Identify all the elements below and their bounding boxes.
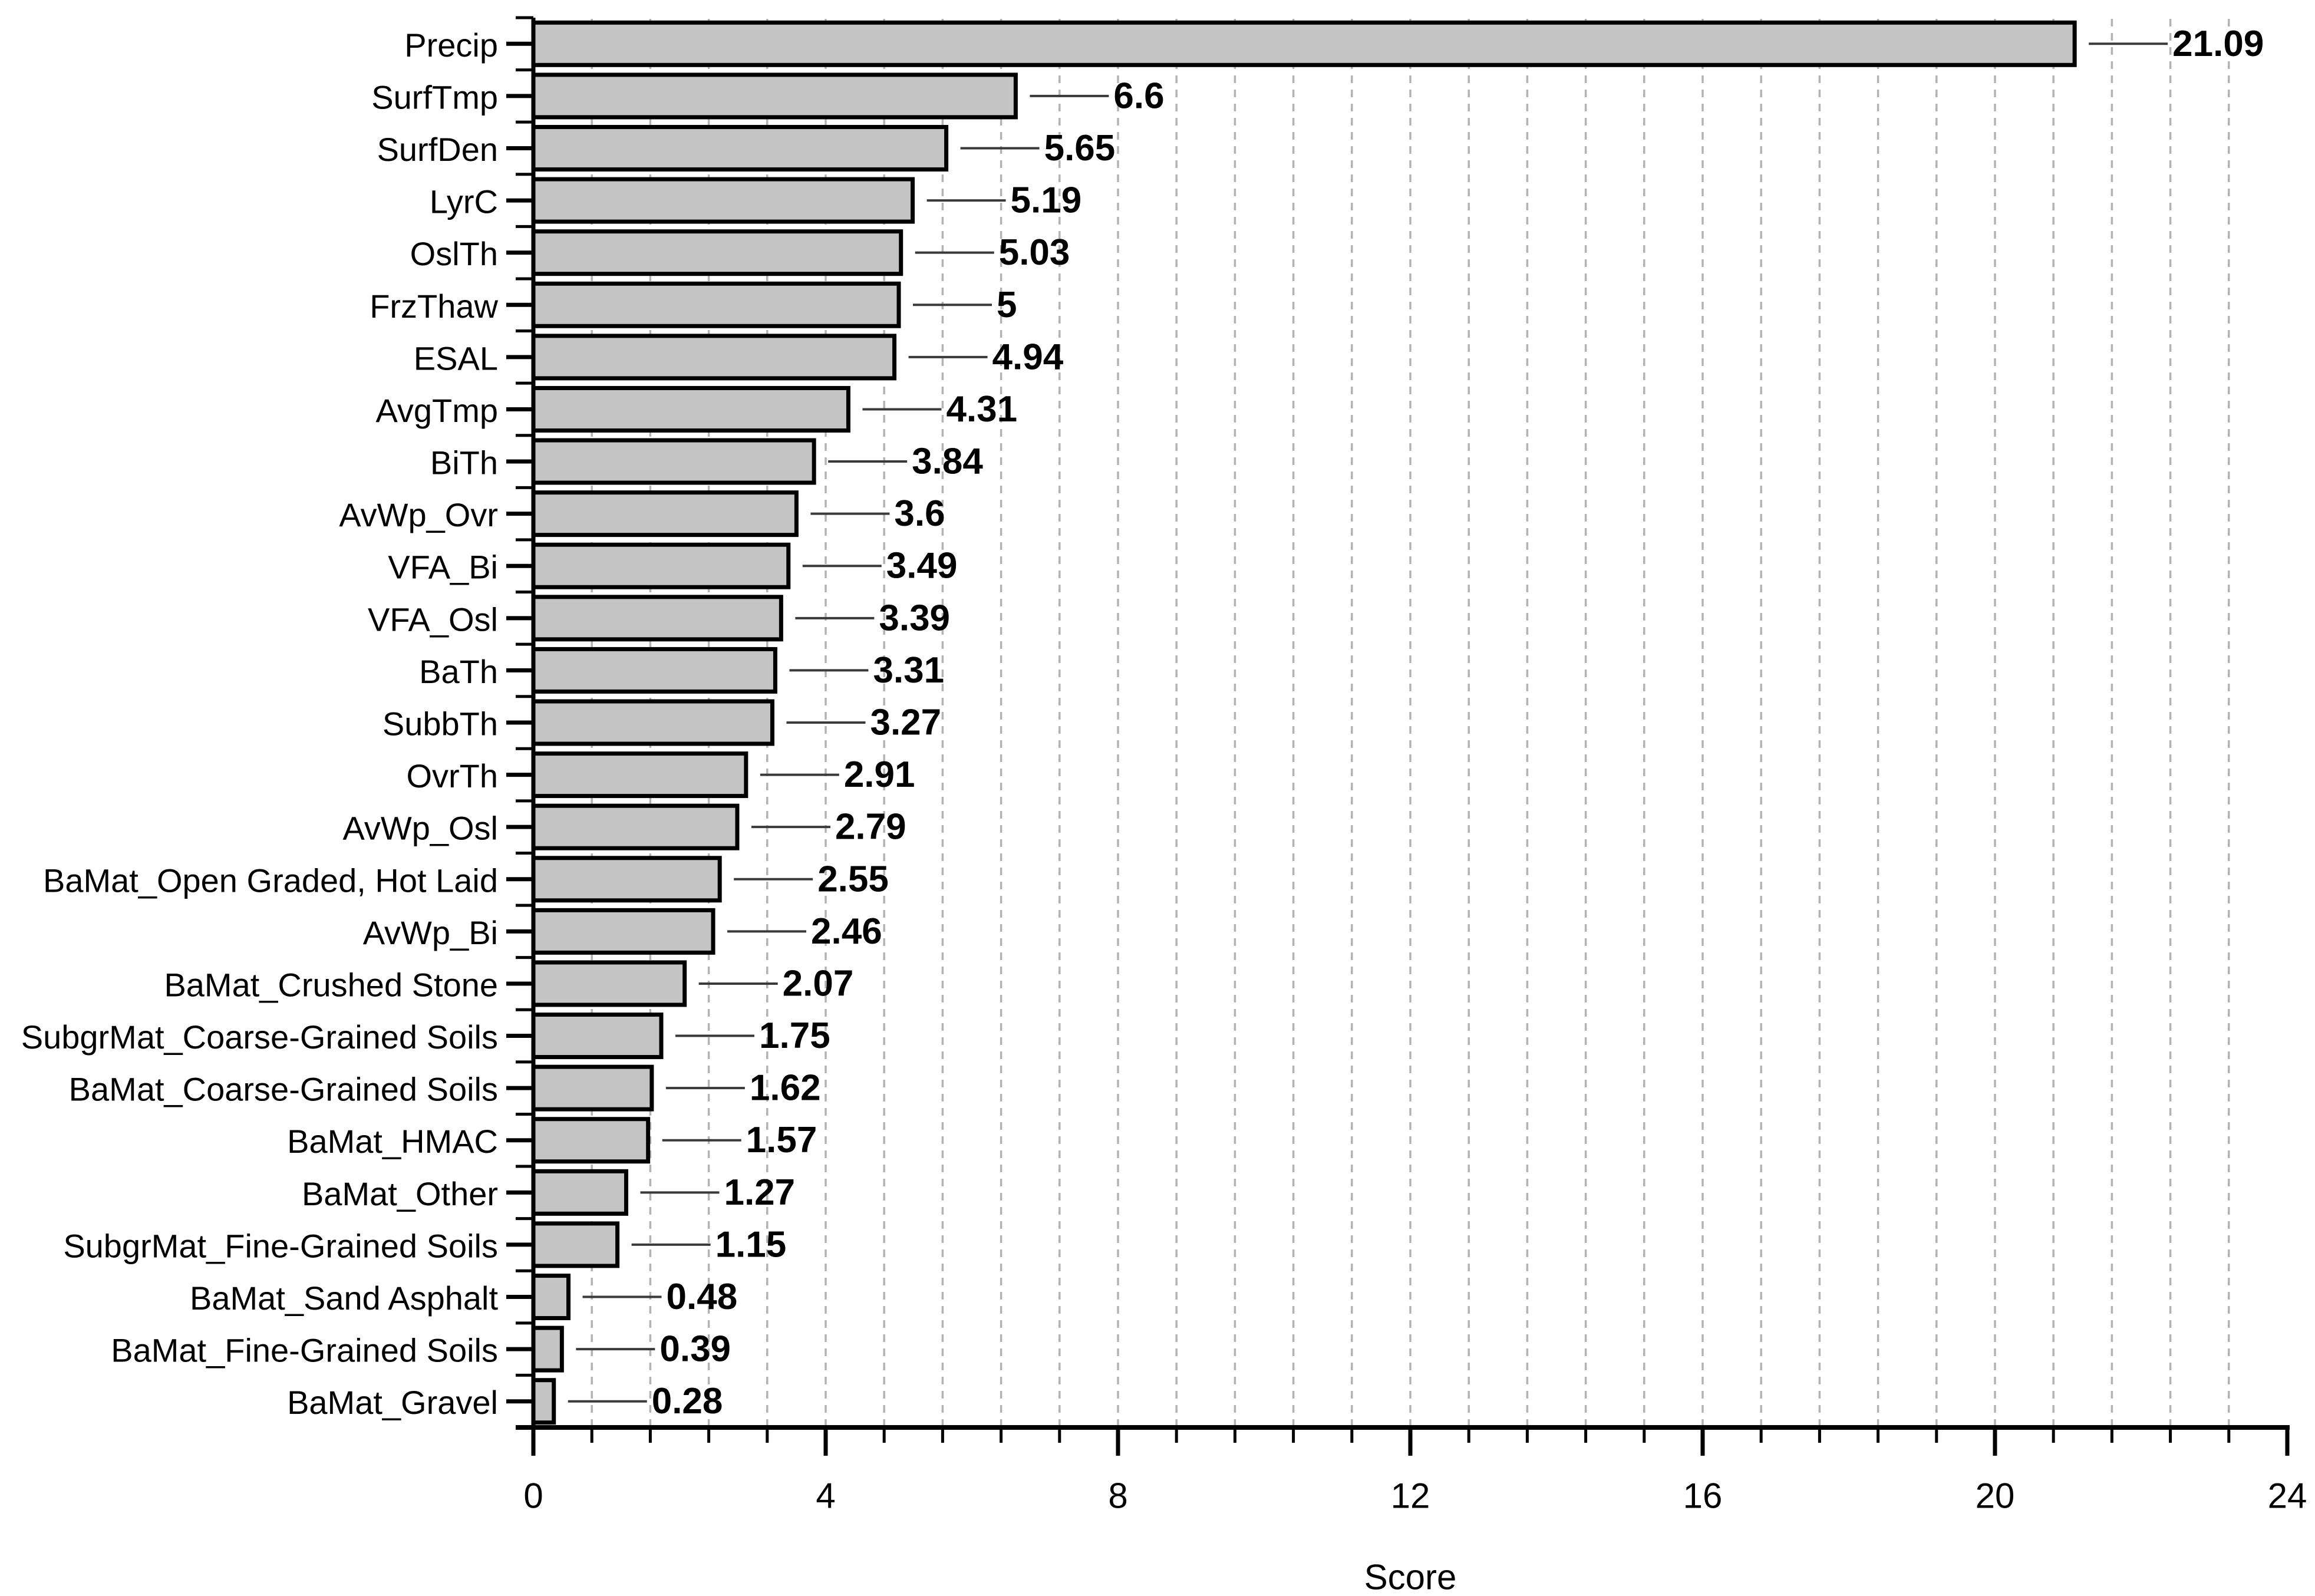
x-axis-tick-label: 8 [1108,1476,1127,1516]
bar [531,124,949,172]
bar-value-label: 3.39 [879,598,950,638]
category-label: BaMat_Fine-Grained Soils [111,1332,498,1369]
bar-value-label: 1.62 [750,1068,821,1109]
bar-value-label: 5 [997,285,1017,325]
bar [531,699,774,746]
bar [531,647,777,694]
x-axis-title: Score [1364,1558,1457,1596]
category-label: AvgTmp [376,392,498,429]
category-label: Precip [404,27,498,64]
bar-value-label: 2.46 [811,911,882,952]
bar [531,1169,628,1216]
bar-value-label: 0.39 [659,1329,731,1370]
category-label: SubgrMat_Coarse-Grained Soils [21,1018,498,1056]
category-label: OvrTh [406,757,498,794]
category-label: SurfTmp [371,78,498,116]
bar [531,1274,571,1321]
bar [531,960,687,1007]
category-label: VFA_Osl [368,601,498,638]
category-label: SubgrMat_Fine-Grained Soils [63,1227,498,1264]
category-label: LyrC [430,183,498,220]
bar-value-label: 6.6 [1113,75,1164,116]
category-label: ESAL [414,339,498,377]
bar [531,595,783,642]
bar-value-label: 5.19 [1011,180,1082,221]
category-label: BaMat_Other [302,1175,498,1212]
x-axis-tick-label: 20 [1976,1476,2015,1516]
bar [531,177,915,224]
bar-value-label: 1.15 [715,1224,787,1265]
bar [531,1013,664,1060]
x-axis-tick-label: 12 [1391,1476,1430,1516]
bar [531,438,816,485]
x-axis-tick-label: 24 [2268,1476,2307,1516]
bar [531,1378,556,1425]
bar-value-label: 0.48 [667,1277,738,1317]
bar [531,803,740,850]
bar [531,856,722,903]
bar [531,20,2077,67]
bar-value-label: 2.91 [844,754,915,795]
bar [531,1221,620,1268]
bar-value-label: 5.65 [1044,128,1116,169]
category-label: BaTh [419,653,498,690]
bar [531,490,799,538]
bar-value-label: 2.07 [783,963,854,1004]
bar [531,1325,564,1373]
bar [531,542,791,589]
bar-value-label: 3.31 [873,650,944,691]
category-label: BiTh [430,444,498,482]
bar [531,908,715,955]
x-axis-tick-label: 16 [1683,1476,1723,1516]
bar [531,1117,651,1164]
category-label: FrzThaw [370,288,498,325]
bar-value-label: 3.84 [912,441,983,482]
bar [531,385,850,433]
bar [531,751,748,799]
bar-value-label: 3.49 [886,546,958,586]
bar-value-label: 4.94 [992,337,1064,377]
category-label: SubbTh [382,705,498,743]
category-label: BaMat_Open Graded, Hot Laid [43,862,498,899]
category-label: BaMat_HMAC [287,1123,498,1160]
bar [531,334,897,381]
bar-value-label: 2.79 [835,807,906,848]
bar-value-label: 1.27 [724,1172,795,1213]
bar [531,1064,654,1112]
category-label: BaMat_Crushed Stone [164,966,498,1003]
category-label: BaMat_Coarse-Grained Soils [69,1071,498,1108]
bar-value-label: 1.75 [759,1015,830,1056]
x-axis-tick-label: 4 [816,1476,835,1516]
category-label: AvWp_Bi [363,914,498,951]
x-axis-tick-label: 0 [523,1476,543,1516]
category-label: BaMat_Gravel [287,1384,498,1421]
bar-value-label: 21.09 [2172,24,2264,64]
bar-value-label: 3.27 [870,703,941,743]
bar-value-label: 4.31 [946,389,1017,430]
bar-value-label: 0.28 [652,1381,723,1422]
bar [531,72,1018,120]
category-label: AvWp_Osl [343,810,498,847]
bar-value-label: 1.57 [746,1120,817,1160]
category-label: SurfDen [377,131,498,168]
bar [531,229,903,276]
bar [531,281,901,328]
category-label: OslTh [410,235,498,272]
bar-value-label: 3.6 [894,493,945,534]
category-label: AvWp_Ovr [339,496,498,533]
category-label: BaMat_Sand Asphalt [190,1280,498,1317]
category-label: VFA_Bi [388,549,498,586]
bar-value-label: 2.55 [817,859,889,899]
bar-value-label: 5.03 [999,232,1070,273]
